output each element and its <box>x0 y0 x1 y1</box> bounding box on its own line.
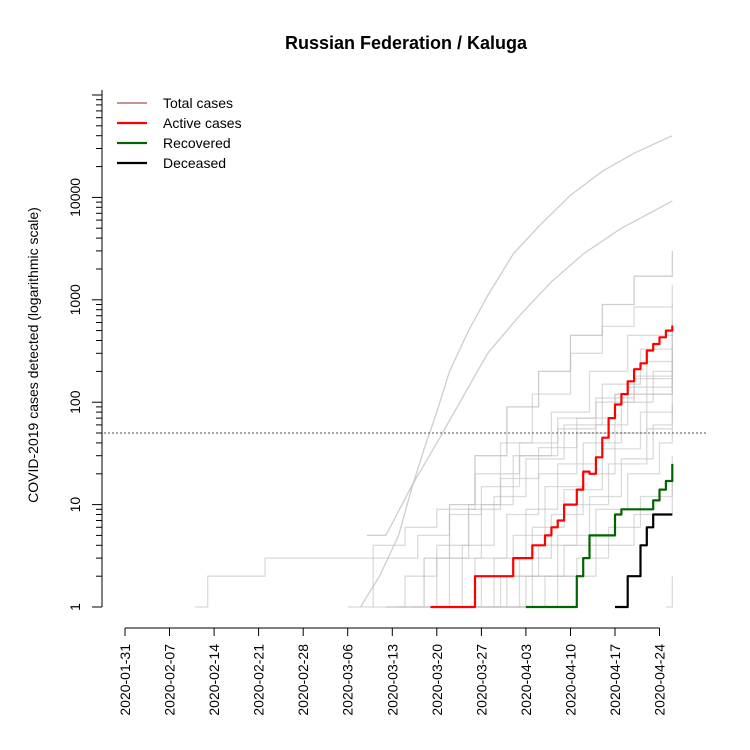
y-tick-label: 10 <box>67 497 83 513</box>
recovered-line <box>525 463 674 609</box>
background-series-line <box>385 250 673 608</box>
y-tick-label: 1000 <box>67 284 83 315</box>
x-tick-label: 2020-03-06 <box>340 644 356 716</box>
x-tick-label: 2020-04-24 <box>652 644 668 716</box>
x-tick-label: 2020-04-03 <box>518 644 534 716</box>
background-series-line <box>665 576 673 608</box>
x-tick-label: 2020-04-17 <box>607 644 623 716</box>
x-tick-label: 2020-03-20 <box>429 644 445 716</box>
x-tick-label: 2020-02-14 <box>206 644 222 716</box>
background-series-line <box>366 200 673 537</box>
y-tick-label: 1 <box>67 603 83 611</box>
active-cases-line <box>430 325 674 609</box>
x-tick-label: 2020-02-28 <box>295 644 311 716</box>
y-axis-label: COVID-2019 cases detected (logarithmic s… <box>25 207 41 503</box>
legend-label-recovered: Recovered <box>163 135 231 151</box>
legend-label-total-cases: Total cases <box>163 95 233 111</box>
background-series-line <box>195 359 673 608</box>
legend: Total cases Active cases Recovered Deceased <box>117 95 242 171</box>
background-series-line <box>506 455 673 608</box>
background-series-line <box>347 353 673 608</box>
x-tick-label: 2020-02-21 <box>251 644 267 716</box>
main-series-group <box>430 325 674 609</box>
background-series-line <box>436 332 673 608</box>
legend-label-deceased: Deceased <box>163 155 226 171</box>
y-tick-label: 10000 <box>67 178 83 217</box>
deceased-line <box>615 513 673 609</box>
y-tick-label: 100 <box>67 390 83 414</box>
legend-label-active-cases: Active cases <box>163 115 242 131</box>
chart-title: Russian Federation / Kaluga <box>285 33 528 53</box>
x-tick-label: 2020-04-10 <box>563 644 579 716</box>
x-tick-label: 2020-03-13 <box>384 644 400 716</box>
background-series-line <box>487 406 673 608</box>
x-tick-label: 2020-02-07 <box>162 644 178 716</box>
background-series-line <box>359 135 673 608</box>
x-axis: 2020-01-31 2020-02-07 2020-02-14 2020-02-21… <box>117 627 668 716</box>
x-tick-label: 2020-03-27 <box>473 644 489 716</box>
background-series-line <box>494 428 673 608</box>
x-tick-label: 2020-01-31 <box>117 644 133 716</box>
background-series-line <box>424 321 673 608</box>
y-axis: 1 10 100 1000 10000 <box>67 90 103 611</box>
